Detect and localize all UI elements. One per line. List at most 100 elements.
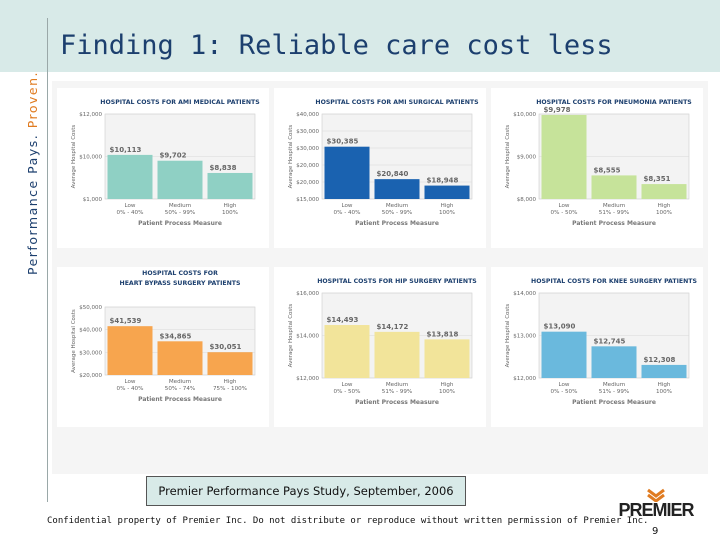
y-tick-label: $10,000 (79, 155, 102, 161)
x-tick-label: High (658, 382, 671, 388)
y-axis-label: Average Hospital Costs (505, 125, 511, 189)
x-tick-sublabel: 51% - 99% (599, 210, 629, 216)
x-axis-label: Patient Process Measure (572, 220, 656, 227)
bar (541, 331, 587, 378)
bar (324, 325, 370, 378)
bar (324, 146, 370, 199)
y-tick-label: $12,000 (296, 376, 319, 382)
data-label: $34,865 (160, 332, 192, 340)
data-label: $9,978 (544, 106, 571, 114)
y-tick-label: $30,000 (79, 350, 102, 356)
x-tick-label: High (224, 379, 237, 385)
logo-text: PREMIER (618, 500, 694, 520)
slide-title: Finding 1: Reliable care cost less (60, 30, 613, 61)
chart-title: HOSPITAL COSTS FOR AMI SURGICAL PATIENTS (315, 99, 478, 106)
y-axis-label: Average Hospital Costs (71, 125, 77, 189)
x-tick-label: High (658, 203, 671, 209)
y-tick-label: $40,000 (296, 112, 319, 118)
bar (107, 326, 153, 375)
logo-mark-icon (647, 488, 665, 502)
x-tick-sublabel: 100% (439, 389, 455, 395)
y-tick-label: $1,000 (83, 197, 103, 203)
bar (424, 185, 470, 199)
bar (207, 172, 253, 199)
chart-svg-pneumonia: HOSPITAL COSTS FOR PNEUMONIA PATIENTS$10… (505, 99, 692, 227)
chart-panel-heart-bypass: HOSPITAL COSTS FOR HEART BYPASS SURGERY P… (57, 267, 269, 427)
y-tick-label: $9,000 (517, 155, 537, 161)
y-tick-label: $20,000 (296, 163, 319, 169)
x-tick-sublabel: 51% - 99% (599, 389, 629, 395)
charts-area: HOSPITAL COSTS FOR AMI MEDICAL PATIENTS $… (52, 81, 708, 474)
data-label: $10,113 (110, 146, 142, 154)
y-tick-label: $50,000 (79, 305, 102, 311)
tagline-part2: Proven. (25, 70, 40, 129)
side-tagline: Performance Pays. Proven. (25, 71, 47, 275)
x-tick-label: Medium (169, 203, 191, 209)
x-tick-sublabel: 0% - 50% (334, 389, 361, 395)
premier-logo: PREMIER (606, 488, 706, 524)
y-tick-label: $30,000 (296, 129, 319, 135)
chart-title-line: HOSPITAL COSTS FOR (142, 270, 218, 277)
chart-svg-hip: HOSPITAL COSTS FOR HIP SURGERY PATIENTS $… (288, 278, 477, 406)
y-axis-label: Average Hospital Costs (288, 304, 294, 368)
x-tick-sublabel: 51% - 99% (382, 389, 412, 395)
data-label: $13,818 (427, 330, 459, 338)
data-label: $9,702 (160, 152, 187, 160)
data-label: $20,840 (377, 170, 409, 178)
x-tick-label: Medium (169, 379, 191, 385)
tagline-part1: Performance Pays. (25, 133, 40, 275)
data-label: $14,493 (327, 316, 359, 324)
x-tick-label: High (441, 203, 454, 209)
chart-panel-knee: HOSPITAL COSTS FOR KNEE SURGERY PATIENTS… (491, 267, 703, 427)
y-tick-label: $8,000 (517, 197, 537, 203)
chart-panel-hip: HOSPITAL COSTS FOR HIP SURGERY PATIENTS $… (274, 267, 486, 427)
bar (374, 179, 420, 199)
data-label: $41,539 (110, 317, 142, 325)
x-tick-sublabel: 0% - 50% (551, 389, 578, 395)
x-tick-label: Low (558, 382, 569, 388)
y-tick-label: $12,000 (513, 376, 536, 382)
chart-panel-ami-surgical: HOSPITAL COSTS FOR AMI SURGICAL PATIENTS… (274, 88, 486, 248)
x-tick-label: Medium (603, 203, 625, 209)
bar (157, 341, 203, 375)
data-label: $12,308 (644, 356, 676, 364)
x-tick-label: Medium (386, 382, 408, 388)
y-tick-label: $15,000 (296, 197, 319, 203)
x-tick-label: Low (124, 379, 135, 385)
source-note: Premier Performance Pays Study, Septembe… (146, 476, 466, 506)
y-axis-label: Average Hospital Costs (505, 304, 511, 368)
data-label: $8,555 (594, 166, 621, 174)
y-tick-label: $14,000 (296, 334, 319, 340)
chart-title: HOSPITAL COSTS FOR AMI MEDICAL PATIENTS (100, 99, 259, 106)
y-tick-label: $14,000 (513, 291, 536, 297)
bar (107, 154, 153, 199)
x-axis-label: Patient Process Measure (572, 399, 656, 406)
chart-title: HOSPITAL COSTS FOR PNEUMONIA PATIENTS (536, 99, 692, 106)
x-axis-label: Patient Process Measure (138, 396, 222, 403)
x-tick-sublabel: 50% - 74% (165, 386, 195, 392)
bar (591, 175, 637, 199)
bar (374, 331, 420, 378)
page-number: 9 (652, 526, 659, 537)
chart-title: HOSPITAL COSTS FOR HIP SURGERY PATIENTS (317, 278, 477, 285)
data-label: $8,351 (644, 175, 671, 183)
y-tick-label: $12,000 (79, 112, 102, 118)
data-label: $30,051 (210, 343, 242, 351)
chart-svg-ami-medical: HOSPITAL COSTS FOR AMI MEDICAL PATIENTS $… (71, 99, 260, 227)
chart-title: HOSPITAL COSTS FOR KNEE SURGERY PATIENTS (531, 278, 697, 285)
x-tick-label: Low (341, 203, 352, 209)
x-tick-label: Medium (603, 382, 625, 388)
x-tick-label: Medium (386, 203, 408, 209)
x-axis-label: Patient Process Measure (355, 399, 439, 406)
bar (424, 339, 470, 378)
chart-svg-knee: HOSPITAL COSTS FOR KNEE SURGERY PATIENTS… (505, 278, 697, 406)
x-tick-sublabel: 100% (656, 389, 672, 395)
x-tick-sublabel: 0% - 40% (117, 386, 144, 392)
y-tick-label: $13,000 (513, 334, 536, 340)
chart-panel-pneumonia: HOSPITAL COSTS FOR PNEUMONIA PATIENTS $10… (491, 88, 703, 248)
header-band (0, 0, 720, 72)
x-tick-sublabel: 100% (439, 210, 455, 216)
x-tick-sublabel: 50% - 99% (382, 210, 412, 216)
x-tick-sublabel: 0% - 40% (334, 210, 361, 216)
y-tick-label: $20,000 (79, 373, 102, 379)
